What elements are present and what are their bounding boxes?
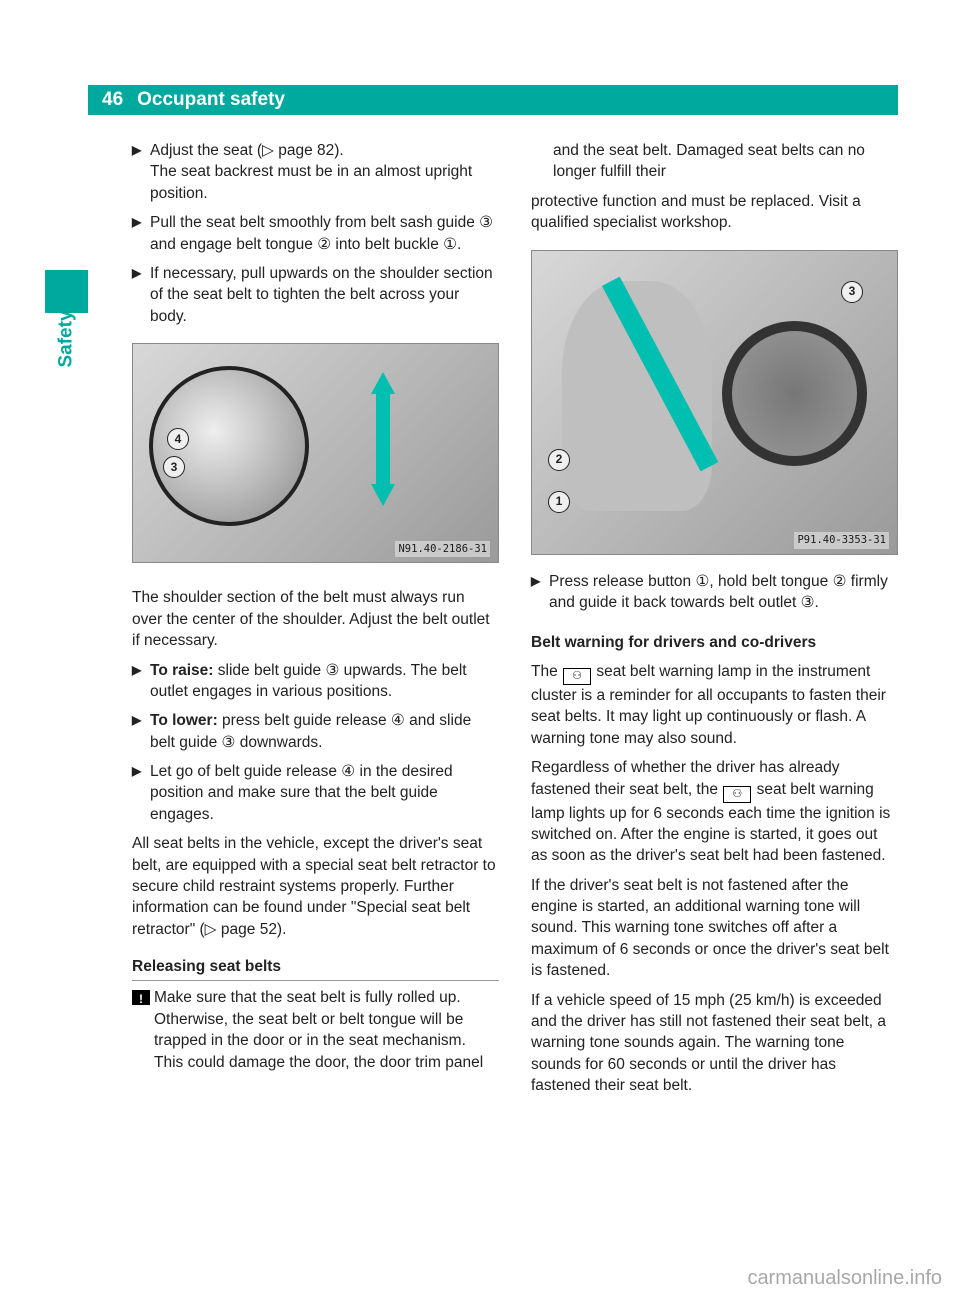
step-adjust-seat: ▶ Adjust the seat (▷ page 82). The seat … <box>132 140 499 204</box>
side-tab-block <box>45 270 88 313</box>
bullet-text: Adjust the seat (▷ page 82). The seat ba… <box>150 140 499 204</box>
paragraph-warning-lamp4: If a vehicle speed of 15 mph (25 km/h) i… <box>531 990 898 1097</box>
paragraph-warning-lamp3: If the driver's seat belt is not fastene… <box>531 875 898 982</box>
bullet-text: Press release button ①, hold belt tongue… <box>549 571 898 614</box>
figure-release-belt: 2 1 3 P91.40-3353-31 <box>531 250 898 555</box>
side-tab-label: Safety <box>56 310 78 367</box>
bullet-icon: ▶ <box>132 263 150 327</box>
bullet-text: Let go of belt guide release ④ in the de… <box>150 761 499 825</box>
paragraph-warning-lamp2: Regardless of whether the driver has alr… <box>531 757 898 867</box>
arrow-down-icon <box>371 484 395 506</box>
content-columns: ▶ Adjust the seat (▷ page 82). The seat … <box>132 140 898 1242</box>
arrow-up-icon <box>371 372 395 394</box>
header-bar: 46 Occupant safety <box>88 85 898 115</box>
paragraph-shoulder: The shoulder section of the belt must al… <box>132 587 499 651</box>
step-tighten: ▶ If necessary, pull upwards on the shou… <box>132 263 499 327</box>
page-number: 46 <box>102 89 123 111</box>
header-title: Occupant safety <box>137 89 285 111</box>
callout-1: 1 <box>548 491 570 513</box>
figure-wheel <box>722 321 867 466</box>
bullet-icon: ▶ <box>132 710 150 753</box>
bullet-icon: ▶ <box>132 140 150 204</box>
step-let-go: ▶ Let go of belt guide release ④ in the … <box>132 761 499 825</box>
figure-lens: 4 3 <box>149 366 309 526</box>
figure-belt-guide: 4 3 N91.40-2186-31 <box>132 343 499 563</box>
step-to-raise: ▶ To raise: slide belt guide ③ upwards. … <box>132 660 499 703</box>
bullet-icon: ▶ <box>132 660 150 703</box>
bullet-icon: ▶ <box>132 212 150 255</box>
figure-code: N91.40-2186-31 <box>395 541 490 557</box>
bullet-icon: ▶ <box>132 761 150 825</box>
seatbelt-lamp-icon: ⚇ <box>563 668 591 685</box>
bullet-text: If necessary, pull upwards on the should… <box>150 263 499 327</box>
bullet-text: Pull the seat belt smoothly from belt sa… <box>150 212 499 255</box>
callout-3: 3 <box>841 281 863 303</box>
figure-code: P91.40-3353-31 <box>794 532 889 548</box>
bullet-icon: ▶ <box>531 571 549 614</box>
step-pull-belt: ▶ Pull the seat belt smoothly from belt … <box>132 212 499 255</box>
bullet-text: To lower: press belt guide release ④ and… <box>150 710 499 753</box>
seatbelt-lamp-icon: ⚇ <box>723 786 751 803</box>
callout-4: 4 <box>167 428 189 450</box>
watermark: carmanualsonline.info <box>747 1267 942 1290</box>
subhead-belt-warning: Belt warning for drivers and co-drivers <box>531 632 898 653</box>
bullet-text: To raise: slide belt guide ③ upwards. Th… <box>150 660 499 703</box>
callout-3: 3 <box>163 456 185 478</box>
paragraph-continuation: protective function and must be replaced… <box>531 191 898 234</box>
side-tab: Safety <box>45 270 88 370</box>
step-to-lower: ▶ To lower: press belt guide release ④ a… <box>132 710 499 753</box>
step-press-release: ▶ Press release button ①, hold belt tong… <box>531 571 898 614</box>
paragraph-warning-lamp1: The ⚇ seat belt warning lamp in the inst… <box>531 661 898 749</box>
callout-2: 2 <box>548 449 570 471</box>
arrow-stem <box>376 392 390 487</box>
warning-icon: ! <box>132 990 150 1005</box>
paragraph-retractor: All seat belts in the vehicle, except th… <box>132 833 499 940</box>
subhead-releasing: Releasing seat belts <box>132 956 499 981</box>
